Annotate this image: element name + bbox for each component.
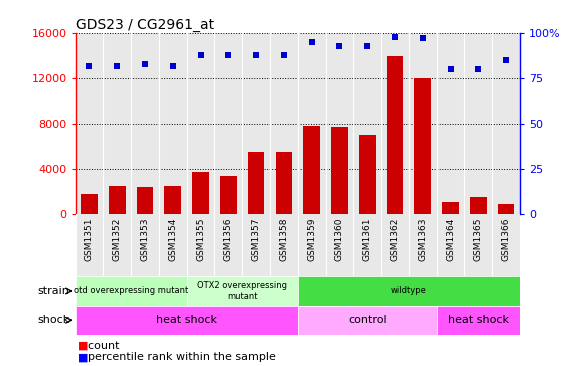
Bar (275, 152, 292, 214)
Text: GSM1362: GSM1362 (390, 217, 400, 261)
Text: GSM1363: GSM1363 (418, 217, 427, 261)
Text: percentile rank within the sample: percentile rank within the sample (81, 352, 276, 362)
Text: GSM1366: GSM1366 (501, 217, 511, 261)
Bar (164, 186, 181, 214)
Text: GSM1353: GSM1353 (141, 217, 149, 261)
Text: control: control (348, 315, 386, 325)
Text: GSM1352: GSM1352 (113, 217, 121, 261)
Text: GSM1364: GSM1364 (446, 217, 455, 261)
Text: strain: strain (38, 286, 70, 296)
Bar (76, 276, 187, 306)
Text: heat shock: heat shock (156, 315, 217, 325)
Text: count: count (81, 341, 120, 351)
Bar (220, 176, 236, 214)
Text: GSM1351: GSM1351 (85, 217, 94, 261)
Bar (303, 126, 320, 214)
Bar (437, 306, 520, 335)
Bar (298, 306, 437, 335)
Bar (331, 127, 348, 214)
Bar (76, 306, 298, 335)
Text: GSM1359: GSM1359 (307, 217, 316, 261)
Text: GSM1355: GSM1355 (196, 217, 205, 261)
Text: GSM1357: GSM1357 (252, 217, 261, 261)
Text: GDS23 / CG2961_at: GDS23 / CG2961_at (76, 18, 214, 32)
Text: wildtype: wildtype (391, 287, 427, 295)
Text: otd overexpressing mutant: otd overexpressing mutant (74, 287, 188, 295)
Text: ■: ■ (78, 352, 89, 362)
Text: GSM1361: GSM1361 (363, 217, 372, 261)
Text: GSM1360: GSM1360 (335, 217, 344, 261)
Bar (414, 78, 431, 214)
Text: shock: shock (37, 315, 70, 325)
Bar (76, 214, 520, 276)
Text: ■: ■ (78, 341, 89, 351)
Bar (442, 202, 459, 214)
Bar (109, 186, 125, 214)
Text: GSM1358: GSM1358 (279, 217, 288, 261)
Bar (187, 276, 298, 306)
Bar (498, 204, 514, 214)
Text: GSM1365: GSM1365 (474, 217, 483, 261)
Bar (192, 172, 209, 214)
Text: heat shock: heat shock (448, 315, 509, 325)
Bar (298, 276, 520, 306)
Text: GSM1354: GSM1354 (168, 217, 177, 261)
Bar (359, 135, 375, 214)
Text: OTX2 overexpressing
mutant: OTX2 overexpressing mutant (197, 281, 287, 301)
Bar (81, 194, 98, 214)
Text: GSM1356: GSM1356 (224, 217, 233, 261)
Bar (248, 152, 264, 214)
Bar (137, 187, 153, 214)
Bar (387, 56, 403, 214)
Bar (470, 197, 487, 214)
